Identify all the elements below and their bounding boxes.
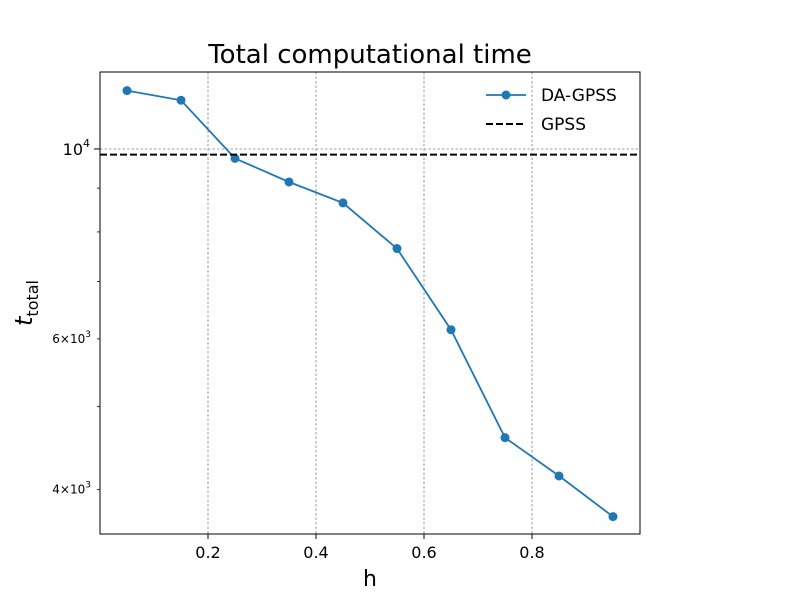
x-tick-label: 0.6 bbox=[411, 543, 436, 562]
data-point bbox=[554, 471, 564, 481]
x-tick-label: 0.8 bbox=[519, 543, 544, 562]
series-layer bbox=[100, 86, 640, 522]
y-minor-tick-label: 6×103 bbox=[52, 330, 91, 346]
y-axis-label-main: t bbox=[10, 315, 38, 326]
legend-label: GPSS bbox=[541, 115, 586, 135]
data-point bbox=[338, 198, 348, 208]
y-axis-label-sub: total bbox=[23, 280, 42, 317]
data-point bbox=[446, 325, 456, 335]
data-point bbox=[284, 177, 294, 187]
data-point bbox=[230, 153, 240, 163]
ticks: 0.2 0.4 0.6 0.8 104 4×103 6×103 bbox=[52, 137, 544, 562]
legend-label: DA-GPSS bbox=[541, 86, 617, 106]
legend-marker bbox=[501, 90, 511, 100]
legend: DA-GPSS GPSS bbox=[486, 86, 617, 135]
data-point bbox=[122, 86, 132, 96]
data-point bbox=[176, 95, 186, 105]
data-point bbox=[500, 433, 510, 443]
y-minor-tick-label: 4×103 bbox=[52, 481, 91, 497]
data-point bbox=[608, 512, 618, 522]
chart-title: Total computational time bbox=[207, 40, 532, 70]
x-tick-label: 0.4 bbox=[303, 543, 328, 562]
grid bbox=[100, 72, 640, 534]
plot-frame bbox=[99, 71, 641, 535]
series-line-da-gpss bbox=[126, 89, 614, 518]
x-tick-label: 0.2 bbox=[195, 543, 220, 562]
y-tick-label: 104 bbox=[63, 137, 90, 159]
data-point bbox=[392, 244, 402, 254]
x-axis-label: h bbox=[363, 567, 377, 592]
y-axis-label: ttotal bbox=[10, 280, 42, 326]
